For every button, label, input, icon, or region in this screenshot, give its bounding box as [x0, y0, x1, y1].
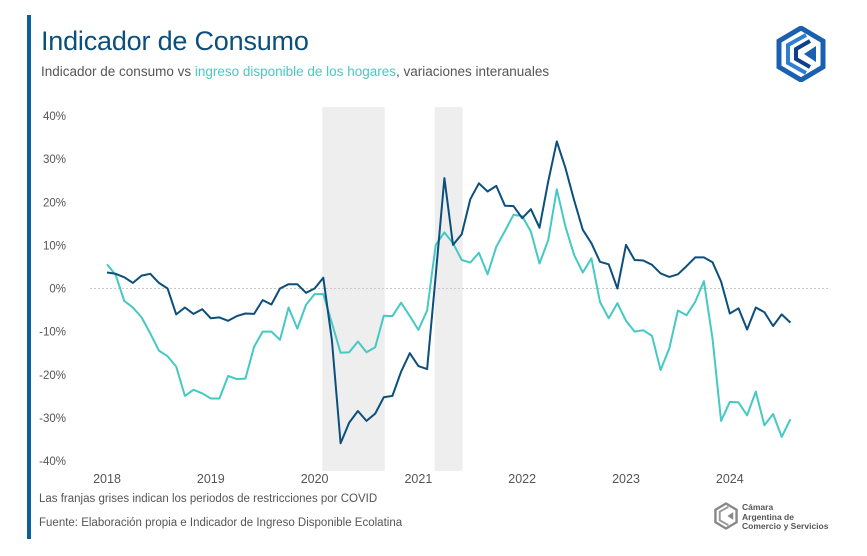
x-tick-label: 2022 [508, 472, 536, 486]
org-name-line2: Argentina de [742, 511, 794, 522]
subtitle: Indicador de consumo vs ingreso disponib… [41, 64, 549, 79]
y-tick-label: -40% [39, 456, 66, 468]
y-tick-label: -30% [39, 413, 66, 425]
y-tick-label: -10% [39, 327, 66, 339]
x-tick-label: 2021 [404, 472, 432, 486]
org-name-line1: Cámara [742, 502, 774, 512]
series-line-consumo [106, 140, 792, 445]
accent-bar [27, 15, 31, 539]
covid-note: Las franjas grises indican los periodos … [39, 493, 378, 505]
series-line-ingreso [106, 188, 792, 438]
x-tick-label: 2024 [716, 472, 744, 486]
cac-small-logo-icon [714, 502, 738, 530]
source-note: Fuente: Elaboración propia e Indicador d… [39, 517, 403, 529]
y-tick-label: -20% [39, 370, 66, 382]
subtitle-part2: , variaciones interanuales [395, 64, 550, 79]
x-tick-label: 2019 [197, 472, 225, 486]
y-tick-label: 10% [43, 240, 66, 252]
x-tick-label: 2020 [301, 472, 329, 486]
page-title: Indicador de Consumo [41, 26, 309, 56]
y-tick-label: 30% [43, 154, 66, 166]
org-name: Cámara Argentina de Comercio y Servicios [742, 502, 829, 532]
subtitle-highlight: ingreso disponible de los hogares [194, 64, 396, 79]
y-tick-label: 40% [43, 111, 66, 123]
y-tick-label: 0% [49, 284, 66, 296]
y-tick-label: 20% [43, 197, 66, 209]
x-tick-label: 2023 [612, 472, 640, 486]
subtitle-part1: Indicador de consumo vs [41, 64, 195, 79]
org-name-line3: Comercio y Servicios [742, 521, 829, 531]
x-tick-label: 2018 [93, 472, 121, 486]
cac-logo-icon [776, 26, 826, 82]
